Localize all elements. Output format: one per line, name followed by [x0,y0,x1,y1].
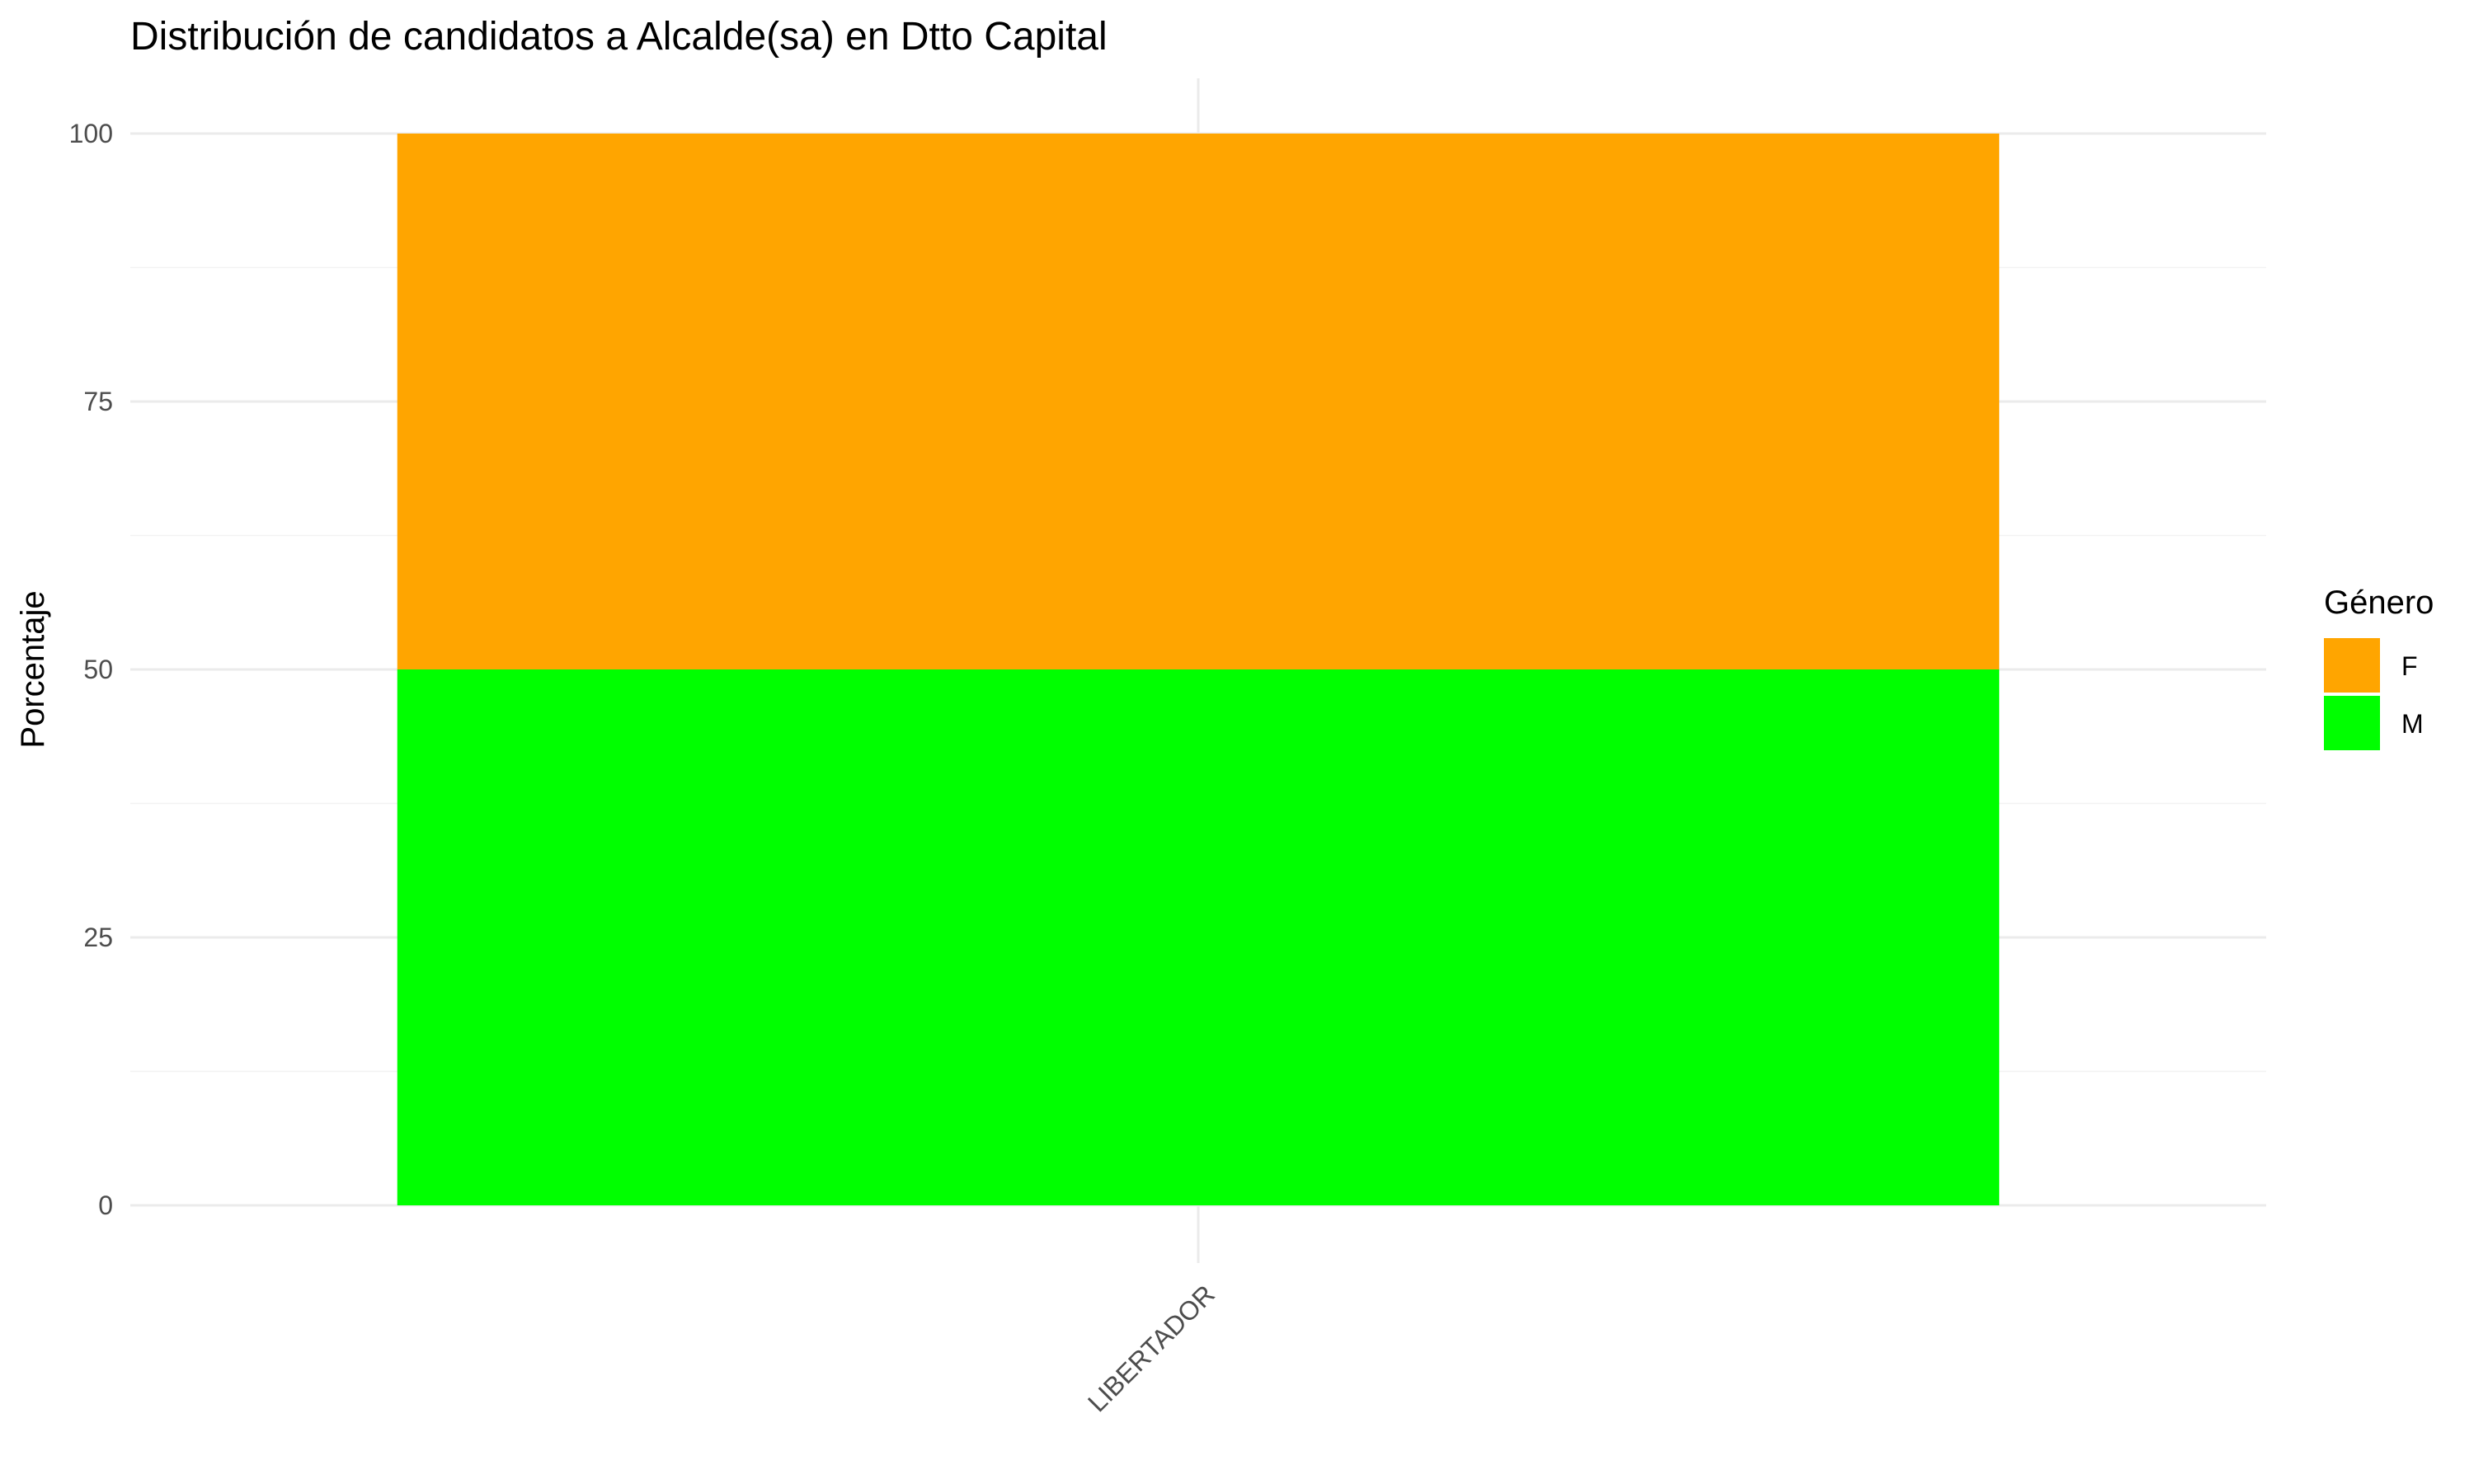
y-tick-label: 100 [69,119,113,148]
legend-title: Género [2324,585,2434,621]
legend: Género FM [2324,585,2434,750]
bars [397,134,2000,1205]
y-tick-label: 50 [83,655,113,684]
y-axis-title: Porcentaje [15,590,51,748]
bar-segment-m [397,669,2000,1205]
y-tick-label: 25 [83,923,113,952]
bar-segment-f [397,134,2000,669]
y-axis-ticks: 0 25 50 75 100 [69,119,113,1220]
y-tick-label: 0 [98,1190,113,1220]
legend-key-f [2324,638,2380,693]
legend-label-f: F [2401,651,2418,681]
legend-key-m [2324,696,2380,750]
legend-label-m: M [2401,709,2424,739]
x-axis-ticks: LIBERTADOR [1082,1279,1221,1417]
x-tick-label: LIBERTADOR [1082,1279,1221,1417]
y-tick-label: 75 [83,387,113,416]
chart-title: Distribución de candidatos a Alcalde(sa)… [130,15,1108,59]
